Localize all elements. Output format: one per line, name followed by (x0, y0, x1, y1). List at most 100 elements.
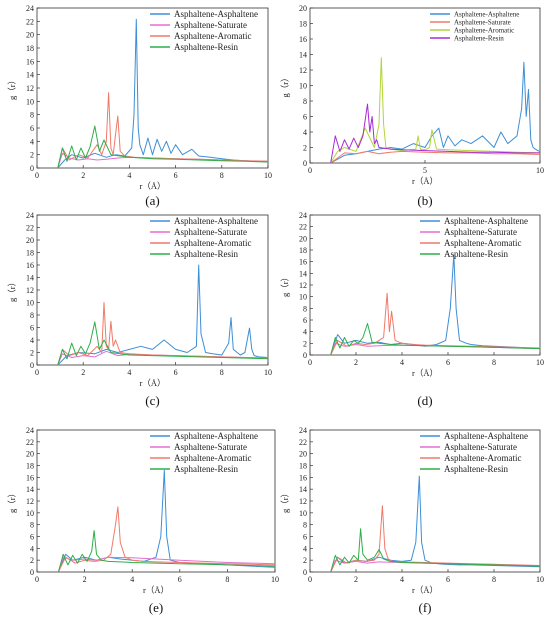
y-tick-label: 10 (26, 299, 34, 308)
panel-caption: (b) (417, 193, 432, 208)
y-tick-label: 16 (26, 57, 34, 66)
y-tick-label: 12 (26, 497, 34, 506)
panel-caption: (c) (145, 393, 159, 408)
y-tick-label: 14 (26, 274, 34, 283)
y-tick-label: 10 (26, 97, 34, 106)
x-tick-label: 0 (35, 171, 39, 180)
y-tick-label: 22 (299, 438, 307, 447)
y-tick-label: 18 (26, 44, 34, 53)
y-tick-label: 6 (303, 113, 307, 122)
rdf-panel: 0 2 4 6 8 10 12 14 16 18 20 0 5 10 r（Å） g（r） Asphaltene-… (280, 4, 544, 208)
x-tick-label: 10 (536, 166, 544, 175)
x-tick-label: 5 (423, 166, 427, 175)
legend-entry: Asphaltene-Aromatic (174, 238, 251, 248)
y-tick-label: 18 (26, 249, 34, 258)
legend-entry: Asphaltene-Saturate (174, 20, 247, 30)
y-axis-label: g（r） (7, 76, 17, 100)
y-tick-label: 22 (26, 224, 34, 233)
x-tick-label: 8 (220, 171, 224, 180)
legend-entry: Asphaltene-Asphaltene (174, 431, 258, 441)
x-tick-label: 10 (264, 171, 272, 180)
legend-entry: Asphaltene-Asphaltene (444, 216, 528, 226)
x-tick-label: 8 (225, 575, 229, 584)
y-tick-label: 4 (303, 128, 307, 137)
y-tick-label: 10 (299, 293, 307, 302)
y-tick-label: 16 (26, 261, 34, 270)
y-tick-label: 0 (30, 361, 34, 370)
series-line-asphaltene-resin (57, 321, 268, 365)
x-tick-label: 6 (174, 368, 178, 377)
x-tick-label: 4 (127, 171, 131, 180)
y-tick-label: 12 (299, 66, 307, 75)
y-tick-label: 20 (299, 234, 307, 243)
panel-caption: (f) (419, 600, 432, 615)
y-tick-label: 18 (26, 462, 34, 471)
y-tick-label: 14 (299, 269, 307, 278)
series-line-asphaltene-resin (330, 103, 540, 163)
series-group (57, 18, 268, 168)
legend-entry: Asphaltene-Asphaltene (174, 216, 258, 226)
y-tick-label: 14 (26, 485, 34, 494)
y-tick-label: 4 (30, 544, 34, 553)
series-group (57, 264, 268, 365)
y-tick-label: 8 (303, 97, 307, 106)
y-tick-label: 24 (299, 211, 307, 220)
x-tick-label: 8 (492, 575, 496, 584)
x-tick-label: 6 (446, 575, 450, 584)
y-tick-label: 22 (26, 17, 34, 26)
legend-entry: Asphaltene-Resin (444, 249, 508, 259)
series-line-asphaltene-asphaltene (57, 18, 268, 168)
series-line-asphaltene-asphaltene (330, 61, 540, 163)
y-tick-label: 20 (26, 450, 34, 459)
x-tick-label: 2 (83, 575, 87, 584)
y-axis-label: g（r） (280, 489, 290, 513)
legend-entry: Asphaltene-Asphaltene (174, 9, 258, 19)
y-tick-label: 12 (26, 286, 34, 295)
y-tick-label: 2 (303, 144, 307, 153)
x-tick-label: 0 (308, 358, 312, 367)
legend-entry: Asphaltene-Saturate (444, 442, 517, 452)
series-line-asphaltene-asphaltene (57, 264, 268, 365)
y-tick-label: 0 (303, 568, 307, 577)
y-tick-label: 24 (299, 426, 307, 435)
y-tick-label: 4 (303, 544, 307, 553)
y-tick-label: 0 (303, 351, 307, 360)
x-axis-label: r（Å） (412, 176, 438, 186)
y-tick-label: 0 (30, 568, 34, 577)
series-line-asphaltene-resin (330, 528, 540, 572)
y-tick-label: 14 (299, 51, 307, 60)
y-tick-label: 20 (299, 450, 307, 459)
y-tick-label: 16 (299, 473, 307, 482)
y-tick-label: 4 (30, 336, 34, 345)
y-tick-label: 18 (299, 246, 307, 255)
y-tick-label: 22 (26, 438, 34, 447)
x-tick-label: 4 (400, 575, 404, 584)
legend-entry: Asphaltene-Aromatic (174, 31, 251, 41)
series-line-asphaltene-saturate (57, 556, 275, 572)
y-axis-label: g（r） (7, 489, 17, 513)
x-tick-label: 6 (178, 575, 182, 584)
x-tick-label: 4 (130, 575, 134, 584)
y-tick-label: 14 (299, 485, 307, 494)
legend-entry: Asphaltene-Saturate (454, 18, 511, 26)
y-tick-label: 10 (299, 82, 307, 91)
legend-entry: Asphaltene-Resin (174, 42, 238, 52)
y-tick-label: 2 (303, 339, 307, 348)
legend-entry: Asphaltene-Saturate (444, 227, 517, 237)
x-axis-label: r（Å） (412, 368, 438, 378)
y-tick-label: 4 (30, 137, 34, 146)
legend-entry: Asphaltene-Resin (174, 464, 238, 474)
x-axis-label: r（Å） (412, 585, 438, 595)
series-line-asphaltene-aromatic (330, 57, 540, 163)
y-tick-label: 24 (26, 4, 34, 13)
y-tick-label: 22 (299, 223, 307, 232)
y-tick-label: 2 (303, 556, 307, 565)
y-tick-label: 4 (303, 328, 307, 337)
y-tick-label: 16 (299, 35, 307, 44)
series-line-asphaltene-resin (57, 125, 268, 168)
x-tick-label: 0 (308, 166, 312, 175)
y-tick-label: 8 (303, 304, 307, 313)
